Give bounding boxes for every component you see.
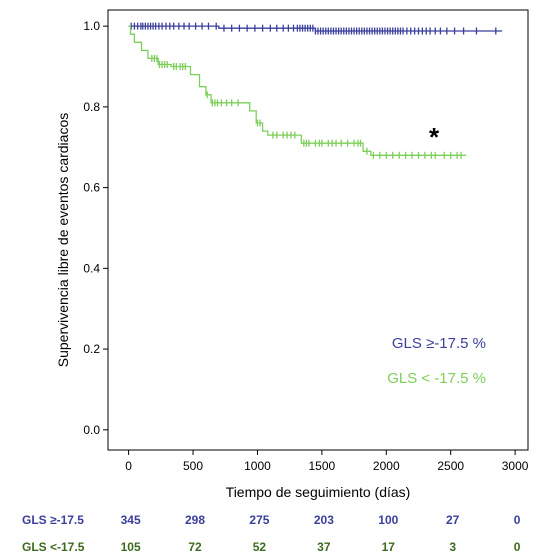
risk-count: 17	[381, 540, 395, 554]
risk-count: 3	[449, 540, 457, 554]
x-tick-label: 1500	[309, 459, 336, 473]
risk-count: 203	[313, 513, 334, 527]
risk-row-low: GLS <-17.5 105 72 52 37 17 3 0	[0, 540, 545, 560]
risk-count: 52	[252, 540, 267, 554]
risk-row-high: GLS ≥-17.5 345 298 275 203 100 27 0	[0, 513, 545, 533]
survival-curves	[128, 22, 503, 159]
risk-row-label: GLS ≥-17.5	[22, 513, 84, 527]
y-tick-label: 0.4	[83, 261, 100, 275]
legend-item-gls-high: GLS ≥-17.5 %	[392, 335, 486, 352]
y-tick-label: 0.6	[83, 181, 100, 195]
significance-marker: *	[429, 122, 440, 152]
risk-count: 0	[513, 540, 521, 554]
x-tick-label: 1000	[244, 459, 271, 473]
x-tick-label: 2000	[373, 459, 400, 473]
risk-count: 27	[446, 513, 460, 527]
risk-count: 298	[185, 513, 206, 527]
y-axis-title: Supervivencia libre de eventos cardiacos	[55, 113, 71, 367]
x-tick-label: 3000	[502, 459, 529, 473]
survival-curve-1	[128, 25, 467, 156]
legend-item-gls-low: GLS < -17.5 %	[387, 370, 486, 387]
plot-frame	[107, 9, 529, 451]
y-tick-label: 0.0	[83, 423, 100, 437]
risk-count: 37	[317, 540, 331, 554]
y-tick-label: 0.8	[83, 100, 100, 114]
y-axis: 0.0 0.2 0.4 0.6 0.8 1.0	[83, 19, 108, 437]
x-axis: 0 500 1000 1500 2000 2500 3000	[125, 450, 529, 473]
y-tick-label: 0.2	[83, 342, 100, 356]
risk-count: 100	[378, 513, 399, 527]
x-tick-label: 0	[125, 459, 132, 473]
x-axis-title: Tiempo de seguimiento (días)	[226, 484, 411, 500]
risk-count: 105	[120, 540, 141, 554]
risk-row-label: GLS <-17.5	[22, 540, 85, 554]
km-chart: 0.0 0.2 0.4 0.6 0.8 1.0 0 500 1000 1500 2000 2500 3…	[55, 9, 529, 500]
risk-count: 345	[120, 513, 141, 527]
risk-count: 0	[513, 513, 521, 527]
y-tick-label: 1.0	[83, 19, 100, 33]
risk-count: 275	[249, 513, 270, 527]
x-tick-label: 500	[183, 459, 203, 473]
risk-count: 72	[188, 540, 202, 554]
x-tick-label: 2500	[437, 459, 464, 473]
